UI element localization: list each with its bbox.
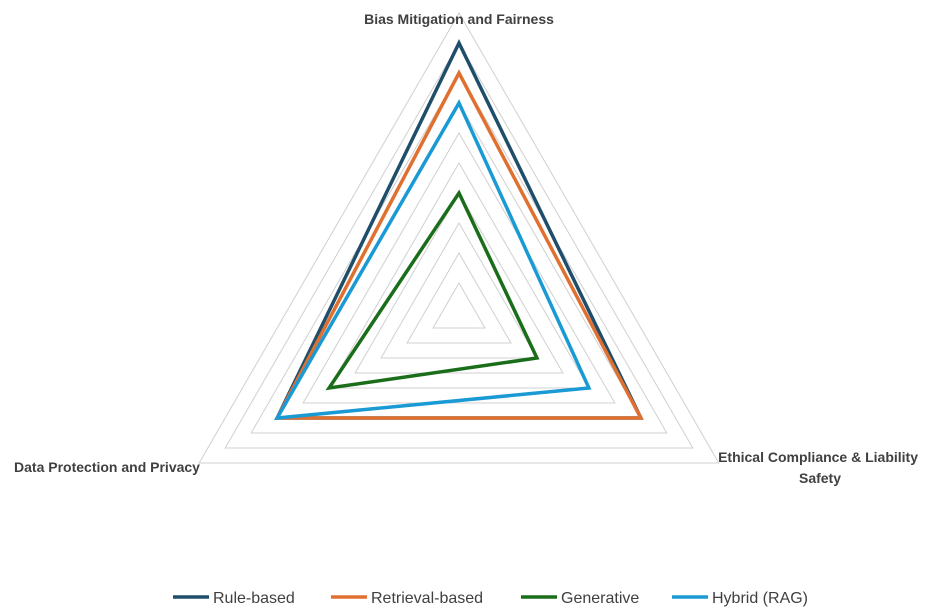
axis-label-ethical-line2: Safety — [799, 470, 841, 486]
legend-item: Hybrid (RAG) — [672, 590, 808, 607]
series-generative — [325, 189, 540, 391]
legend-label: Generative — [561, 590, 639, 607]
axis-label-data-protection: Data Protection and Privacy — [14, 459, 200, 475]
grid-ring — [224, 41, 694, 449]
legend-label: Hybrid (RAG) — [712, 590, 808, 607]
grid-ring — [328, 161, 590, 389]
axis-label-bias: Bias Mitigation and Fairness — [364, 11, 554, 27]
grid-ring — [354, 191, 564, 374]
legend-label: Rule-based — [213, 590, 295, 607]
grid-ring — [406, 251, 512, 344]
legend: Rule-based Retrieval-based Generative Hybri… — [173, 590, 808, 607]
legend-item: Retrieval-based — [331, 590, 483, 607]
legend-item: Generative — [521, 590, 639, 607]
series-retrieval-based — [274, 69, 644, 420]
grid-ring — [380, 221, 538, 359]
legend-label: Retrieval-based — [371, 590, 483, 607]
legend-item: Rule-based — [173, 590, 295, 607]
series-hybrid-rag — [273, 99, 592, 421]
series-rule-based — [274, 38, 644, 420]
radar-series — [273, 38, 644, 421]
axis-label-ethical-line1: Ethical Compliance & Liability — [718, 449, 918, 465]
grid-ring — [302, 132, 616, 404]
grid-ring — [198, 11, 720, 464]
radar-grid — [198, 11, 720, 464]
axis-label-ethical: Ethical Compliance & Liability Safety — [718, 449, 922, 486]
grid-ring — [250, 71, 668, 434]
grid-ring — [432, 282, 486, 329]
